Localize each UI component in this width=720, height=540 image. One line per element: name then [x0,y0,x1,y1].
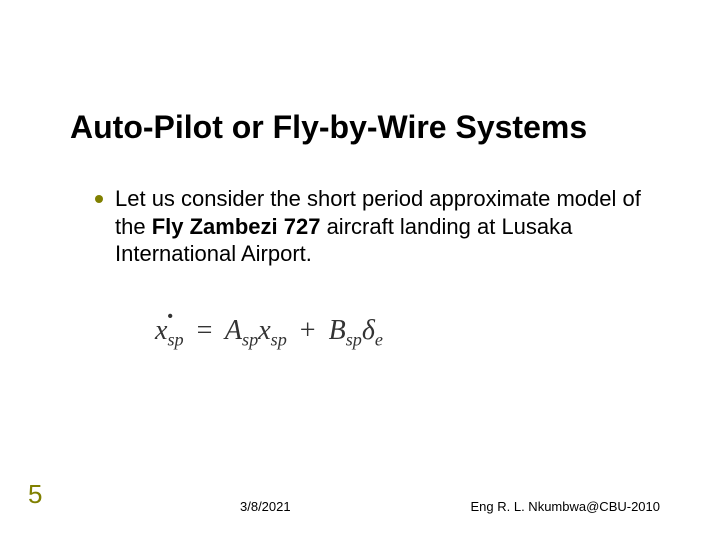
eq-plus: + [294,315,322,346]
slide: Auto-Pilot or Fly-by-Wire Systems Let us… [0,0,720,540]
page-number: 5 [28,479,42,510]
eq-delta-var: δ [362,315,375,346]
bullet-text: Let us consider the short period approxi… [115,185,660,268]
bullet-text-bold: Fly Zambezi 727 [152,214,321,239]
eq-x2-var: x [258,315,270,346]
eq-lhs-var: x [155,315,167,347]
footer-date: 3/8/2021 [240,499,291,514]
footer-author: Eng R. L. Nkumbwa@CBU-2010 [471,499,661,514]
eq-equals: = [191,315,219,346]
eq-B-sub: sp [346,330,362,350]
slide-title: Auto-Pilot or Fly-by-Wire Systems [70,110,587,145]
equation: xsp = Aspxsp + Bspδe [155,315,383,351]
eq-B-var: B [329,315,346,346]
eq-delta-sub: e [375,330,383,350]
eq-x2-sub: sp [271,330,287,350]
eq-A-sub: sp [242,330,258,350]
eq-A-var: A [225,315,242,346]
bullet-icon [95,195,103,203]
